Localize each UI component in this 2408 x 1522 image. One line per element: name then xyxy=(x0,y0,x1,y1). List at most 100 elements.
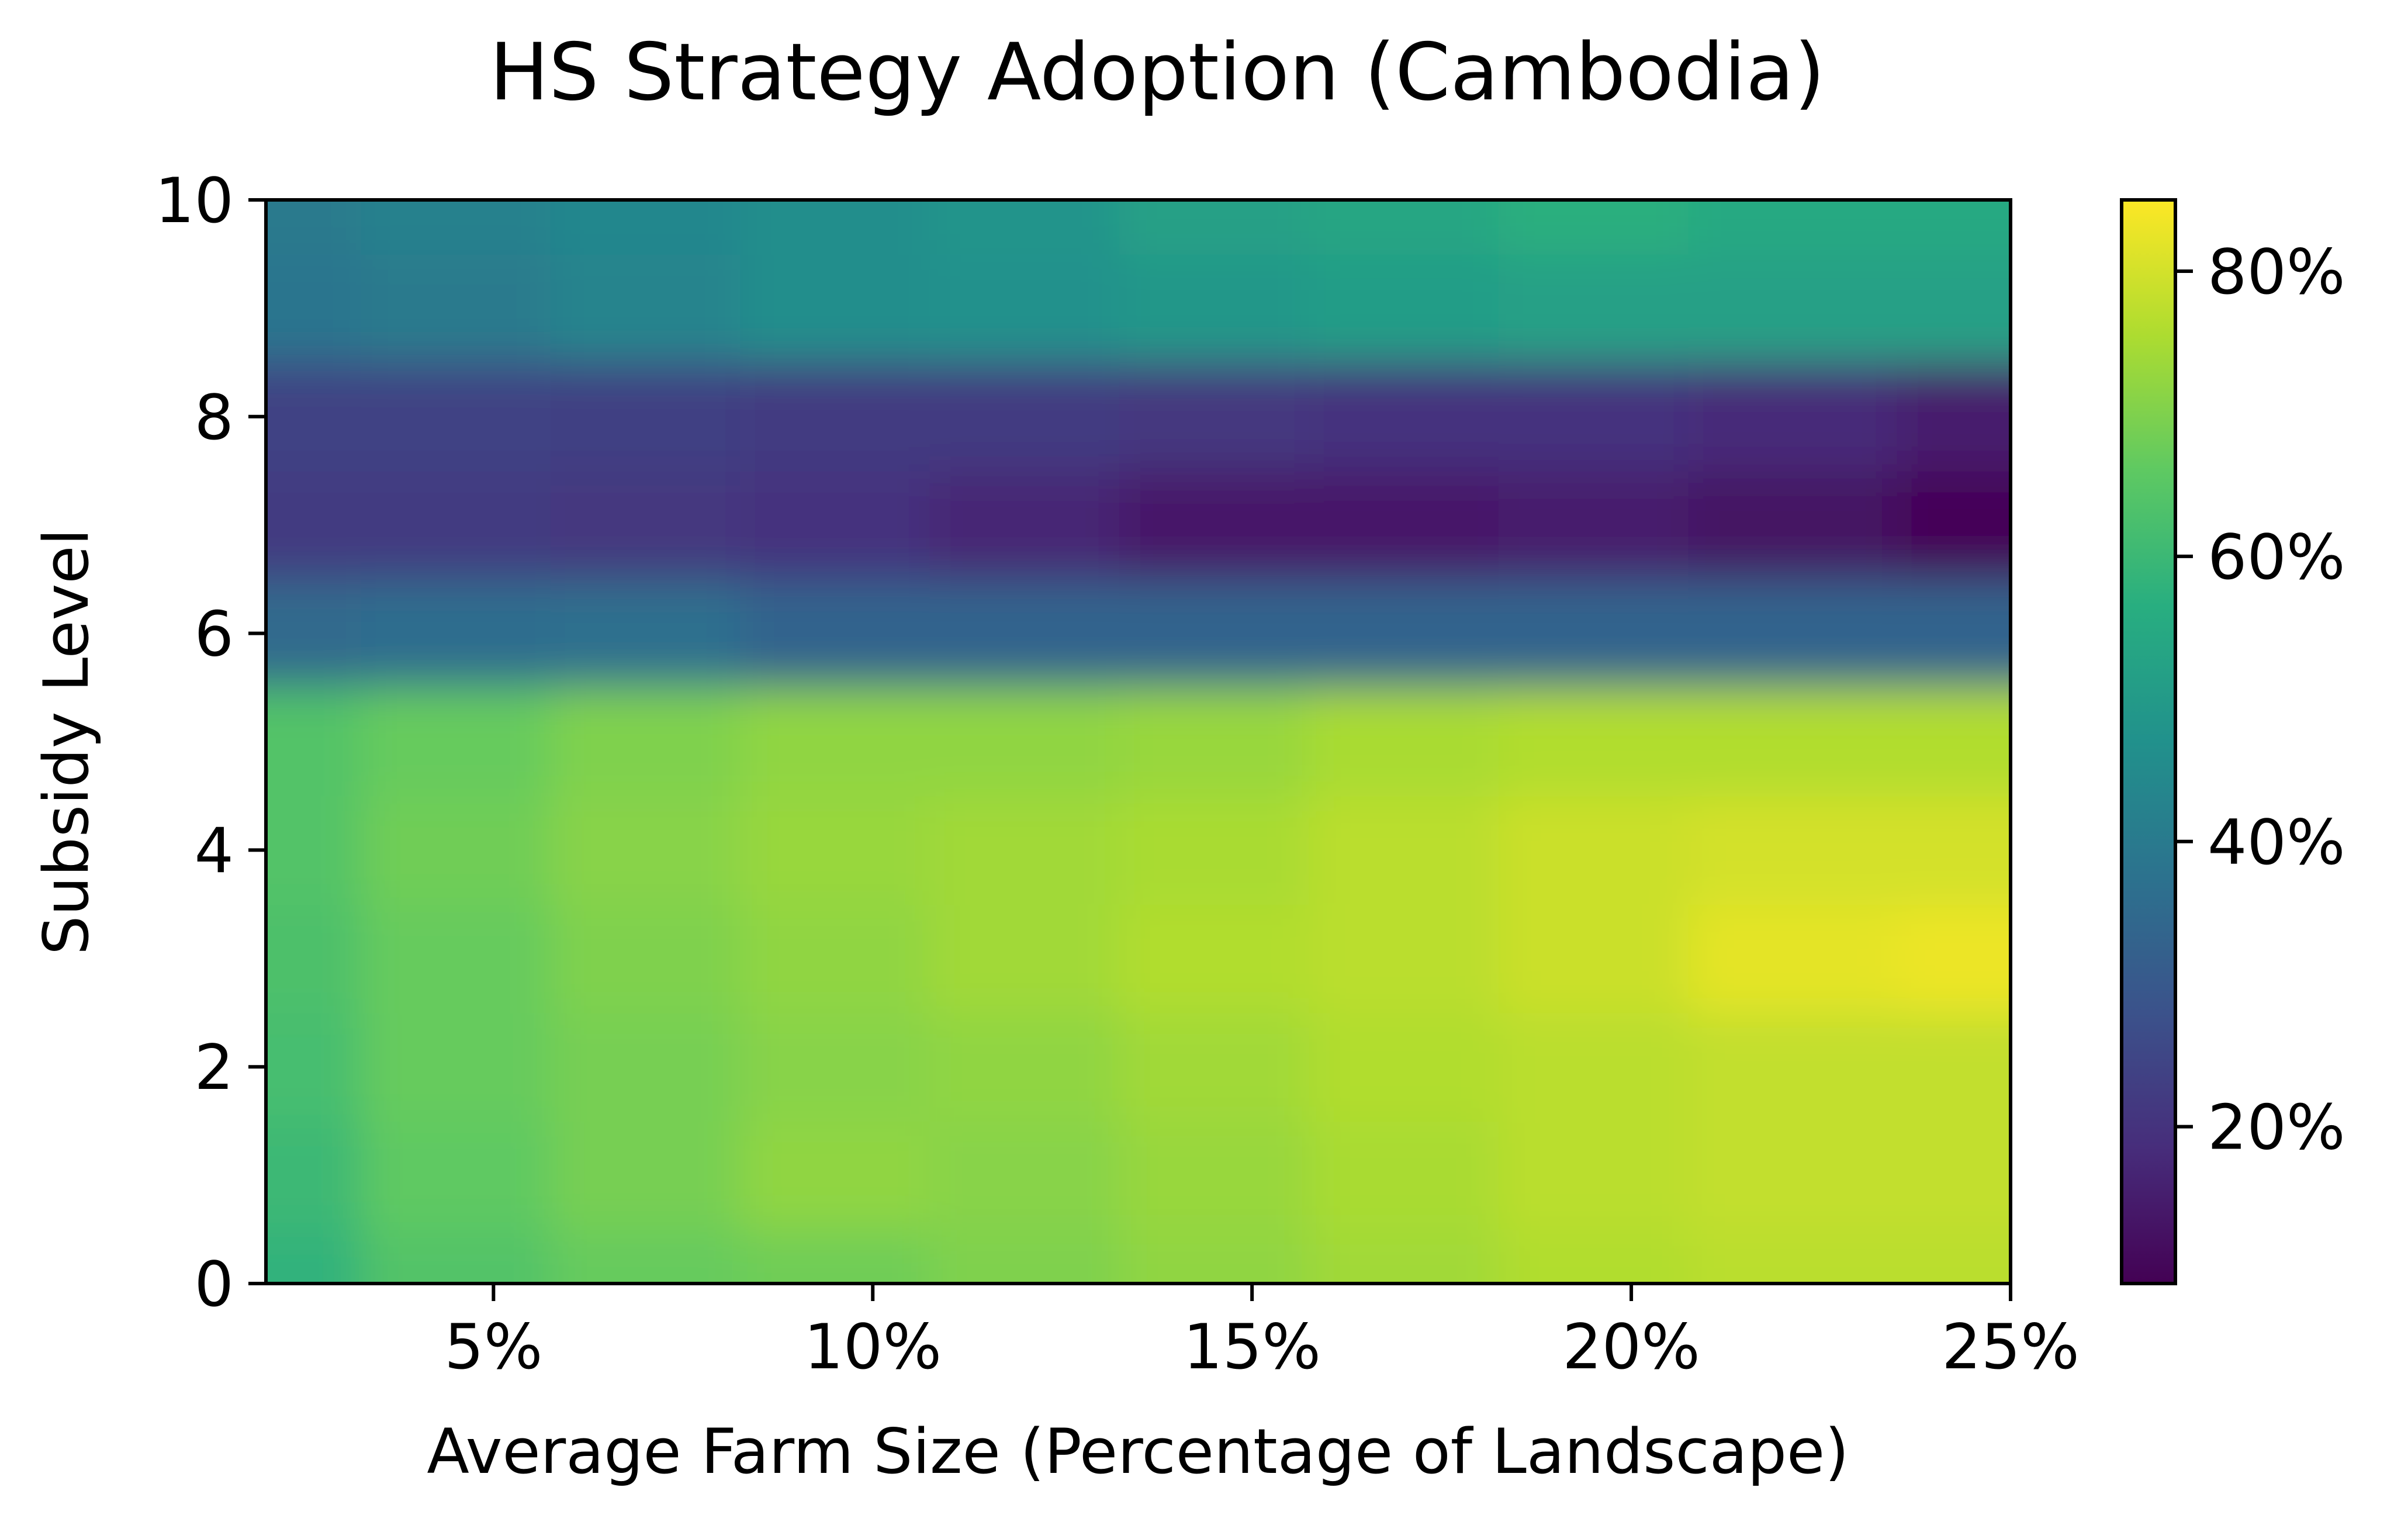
heatmap-cell xyxy=(361,795,551,905)
heatmap-cell xyxy=(266,471,362,580)
heatmap-cell xyxy=(1688,579,1898,689)
colorbar: 20% 40% 60% 80% xyxy=(2120,198,2345,1285)
heatmap-cell xyxy=(1897,795,2011,905)
colorbar-tick-label: 60% xyxy=(2208,521,2345,593)
colorbar-gradient xyxy=(2120,198,2177,1285)
heatmap-cell xyxy=(1309,1012,1499,1122)
heatmap-cell xyxy=(1119,1120,1310,1230)
heatmap-cell xyxy=(550,1012,741,1122)
heatmap-cell xyxy=(929,471,1120,580)
heatmap-cell xyxy=(1119,362,1310,472)
heatmap-cell xyxy=(266,1120,362,1230)
heatmap-cell xyxy=(1688,471,1898,580)
heatmap-cell xyxy=(740,200,930,255)
heatmap-cell xyxy=(929,1012,1120,1122)
heatmap-cell xyxy=(1119,1229,1310,1284)
heatmap-cell xyxy=(1119,200,1310,255)
heatmap-cell xyxy=(1498,200,1689,255)
heatmap-cell xyxy=(1309,579,1499,689)
heatmap-cell xyxy=(1688,1120,1898,1230)
heatmap-cell xyxy=(1309,200,1499,255)
heatmap-cell xyxy=(929,795,1120,905)
x-tick-label: 15% xyxy=(1183,1311,1321,1383)
heatmap-cell xyxy=(1309,795,1499,905)
heatmap-cell xyxy=(1498,471,1689,580)
heatmap-cell xyxy=(929,362,1120,472)
heatmap-cell xyxy=(266,362,362,472)
heatmap-cell xyxy=(1897,1120,2011,1230)
heatmap-cell xyxy=(1897,687,2011,797)
heatmap-cell xyxy=(266,795,362,905)
heatmap-cell xyxy=(1119,254,1310,364)
heatmap-cell xyxy=(1119,1012,1310,1122)
heatmap-cell xyxy=(1688,687,1898,797)
heatmap-cell xyxy=(550,579,741,689)
heatmap-cell xyxy=(361,1229,551,1284)
heatmap-cell xyxy=(550,904,741,1013)
heatmap-cell xyxy=(1309,1120,1499,1230)
heatmap-cell xyxy=(929,200,1120,255)
heatmap-cell xyxy=(266,687,362,797)
heatmap-cell xyxy=(361,200,551,255)
heatmap-cell xyxy=(1897,579,2011,689)
heatmap-cell xyxy=(929,687,1120,797)
colorbar-tick-label: 80% xyxy=(2208,236,2345,308)
heatmap-cell xyxy=(740,1229,930,1284)
heatmap-cell xyxy=(550,687,741,797)
x-tick-label: 25% xyxy=(1942,1311,2080,1383)
heatmap-cell xyxy=(1897,471,2011,580)
heatmap-cell xyxy=(1688,795,1898,905)
heatmap-cell xyxy=(550,1229,741,1284)
heatmap-cell xyxy=(740,687,930,797)
heatmap-cell xyxy=(1688,254,1898,364)
plot-frame xyxy=(264,198,2012,1285)
heatmap-cell xyxy=(361,254,551,364)
heatmap-cell xyxy=(1498,254,1689,364)
heatmap-cell xyxy=(1498,1229,1689,1284)
x-tick-label: 5% xyxy=(444,1311,542,1383)
heatmap-cell xyxy=(740,254,930,364)
heatmap-cell xyxy=(1498,795,1689,905)
heatmap-cell xyxy=(266,254,362,364)
heatmap-cells xyxy=(266,200,2011,1284)
heatmap-cell xyxy=(1688,1229,1898,1284)
heatmap-cell xyxy=(1309,904,1499,1013)
heatmap-cell xyxy=(1897,1012,2011,1122)
heatmap-cell xyxy=(740,1120,930,1230)
heatmap-cell xyxy=(1309,254,1499,364)
colorbar-tick-label: 40% xyxy=(2208,807,2345,878)
heatmap-cell xyxy=(361,579,551,689)
heatmap-cell xyxy=(361,1012,551,1122)
heatmap-cell xyxy=(1309,471,1499,580)
heatmap-cell xyxy=(929,1120,1120,1230)
heatmap-cell xyxy=(1309,362,1499,472)
heatmap-cell xyxy=(929,904,1120,1013)
x-tick-label: 10% xyxy=(804,1311,942,1383)
heatmap-cell xyxy=(929,579,1120,689)
heatmap-cell xyxy=(1688,200,1898,255)
heatmap-cell xyxy=(361,471,551,580)
heatmap-cell xyxy=(361,1120,551,1230)
x-axis-ticks: 5% 10% 15% 20% 25% xyxy=(444,1284,2080,1383)
colorbar-tick-label: 20% xyxy=(2208,1092,2345,1164)
x-axis-label: Average Farm Size (Percentage of Landsca… xyxy=(427,1416,1849,1488)
heatmap-cell xyxy=(550,200,741,255)
heatmap-cell xyxy=(1897,904,2011,1013)
heatmap-cell xyxy=(266,1012,362,1122)
heatmap-cell xyxy=(550,1120,741,1230)
y-tick-label: 0 xyxy=(195,1248,234,1320)
heatmap-cell xyxy=(1119,687,1310,797)
y-tick-label: 8 xyxy=(195,382,234,454)
heatmap-cell xyxy=(266,200,362,255)
heatmap-cell xyxy=(1688,904,1898,1013)
heatmap-cell xyxy=(550,362,741,472)
heatmap-layer xyxy=(266,200,2011,1284)
y-axis-label: Subsidy Level xyxy=(30,528,102,955)
y-axis-ticks: 0 2 4 6 8 10 xyxy=(155,165,266,1320)
y-tick-label: 4 xyxy=(195,815,234,887)
heatmap-cell xyxy=(266,579,362,689)
heatmap-cell xyxy=(550,471,741,580)
y-tick-label: 6 xyxy=(195,599,234,670)
heatmap-cell xyxy=(1119,579,1310,689)
